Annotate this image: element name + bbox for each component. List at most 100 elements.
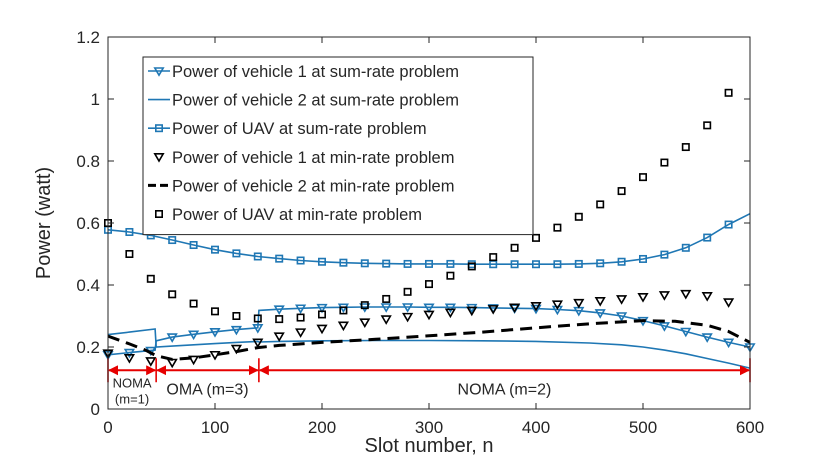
data-point (658, 291, 670, 301)
series-line (107, 306, 751, 356)
data-point (209, 350, 221, 361)
data-point (317, 257, 326, 266)
data-point (166, 333, 178, 343)
legend-item: Power of vehicle 1 at min-rate problem (153, 149, 454, 167)
series-4 (102, 289, 735, 369)
data-point (551, 305, 563, 316)
y-tick-label: 1.2 (76, 28, 100, 47)
data-point (446, 259, 455, 268)
data-point (360, 259, 369, 268)
data-point (146, 274, 155, 283)
data-point (296, 256, 305, 265)
data-point (530, 304, 542, 315)
y-tick-label: 0.4 (76, 276, 100, 295)
data-point (317, 310, 326, 319)
y-tick-label: 0.6 (76, 214, 100, 233)
data-point (189, 299, 198, 308)
y-tick-label: 0.8 (76, 152, 100, 171)
data-point (232, 249, 241, 258)
x-tick-label: 600 (736, 418, 764, 437)
data-point (596, 200, 605, 209)
data-point (531, 233, 540, 242)
data-point (359, 318, 371, 328)
data-point (467, 262, 476, 271)
segment-label: NOMA (m=2) (458, 381, 552, 398)
x-tick-label: 100 (201, 418, 229, 437)
data-point (638, 173, 647, 182)
data-point (296, 313, 305, 322)
x-axis-label: Slot number, n (365, 435, 494, 457)
data-point (466, 303, 478, 314)
data-point (211, 307, 220, 316)
data-point (273, 305, 285, 315)
data-point (617, 257, 626, 266)
data-point (510, 243, 519, 252)
data-point (594, 297, 606, 307)
data-point (252, 323, 264, 334)
data-point (681, 143, 690, 152)
legend-item: Power of vehicle 1 at sum-rate problem (148, 63, 459, 81)
legend-item: Power of vehicle 2 at sum-rate problem (148, 92, 459, 110)
data-point (339, 258, 348, 267)
data-point (232, 311, 241, 320)
data-point (444, 308, 456, 319)
data-point (360, 301, 369, 310)
data-point (123, 354, 135, 364)
data-point (275, 254, 284, 263)
data-point (680, 327, 692, 338)
data-point (616, 295, 628, 305)
legend-item: Power of UAV at sum-rate problem (148, 120, 427, 138)
data-point (638, 254, 647, 263)
legend-label: Power of vehicle 2 at min-rate problem (172, 177, 454, 195)
data-point (551, 300, 563, 311)
data-point (658, 322, 670, 332)
data-point (188, 330, 200, 341)
data-point (723, 338, 735, 349)
data-point (380, 303, 392, 313)
data-point (724, 88, 733, 97)
data-point (574, 212, 583, 221)
data-point (423, 310, 435, 321)
data-point (489, 253, 498, 262)
data-point (316, 303, 328, 314)
data-point (402, 312, 414, 323)
data-point (168, 236, 177, 245)
data-point (531, 260, 540, 269)
data-point (403, 259, 412, 268)
data-point (337, 321, 349, 332)
axis-ticks: 0 100 200 300 400 500 600 0 0.2 0.4 0.6 0.8 1 1.2 (76, 28, 764, 437)
data-point (230, 325, 242, 336)
data-point (402, 303, 414, 313)
data-point (295, 304, 307, 315)
series-5 (107, 319, 751, 361)
legend-item: Power of UAV at min-rate problem (155, 206, 422, 224)
data-point (145, 357, 157, 367)
data-point (510, 260, 519, 269)
data-point (553, 223, 562, 232)
data-point (273, 332, 285, 342)
data-point (487, 305, 499, 315)
data-point (703, 121, 712, 130)
x-tick-label: 500 (629, 418, 657, 437)
data-point (316, 324, 328, 335)
segment-label-sub: (m=1) (115, 391, 149, 406)
y-tick-label: 0 (91, 400, 100, 419)
data-point (616, 312, 628, 322)
data-point (403, 287, 412, 296)
series-2 (107, 328, 751, 369)
data-point (446, 271, 455, 280)
data-point (275, 315, 284, 324)
x-tick-label: 0 (103, 418, 112, 437)
legend-marker (153, 67, 165, 77)
data-point (701, 292, 713, 302)
legend-label: Power of vehicle 1 at sum-rate problem (172, 63, 459, 81)
series-6 (104, 88, 733, 324)
data-point (509, 303, 521, 314)
segment-label: NOMA (113, 375, 152, 390)
x-tick-label: 400 (522, 418, 550, 437)
data-point (253, 314, 262, 323)
data-point (423, 303, 435, 314)
legend-label: Power of vehicle 1 at min-rate problem (172, 149, 454, 167)
legend-marker (155, 210, 164, 219)
y-tick-label: 0.2 (76, 338, 100, 357)
